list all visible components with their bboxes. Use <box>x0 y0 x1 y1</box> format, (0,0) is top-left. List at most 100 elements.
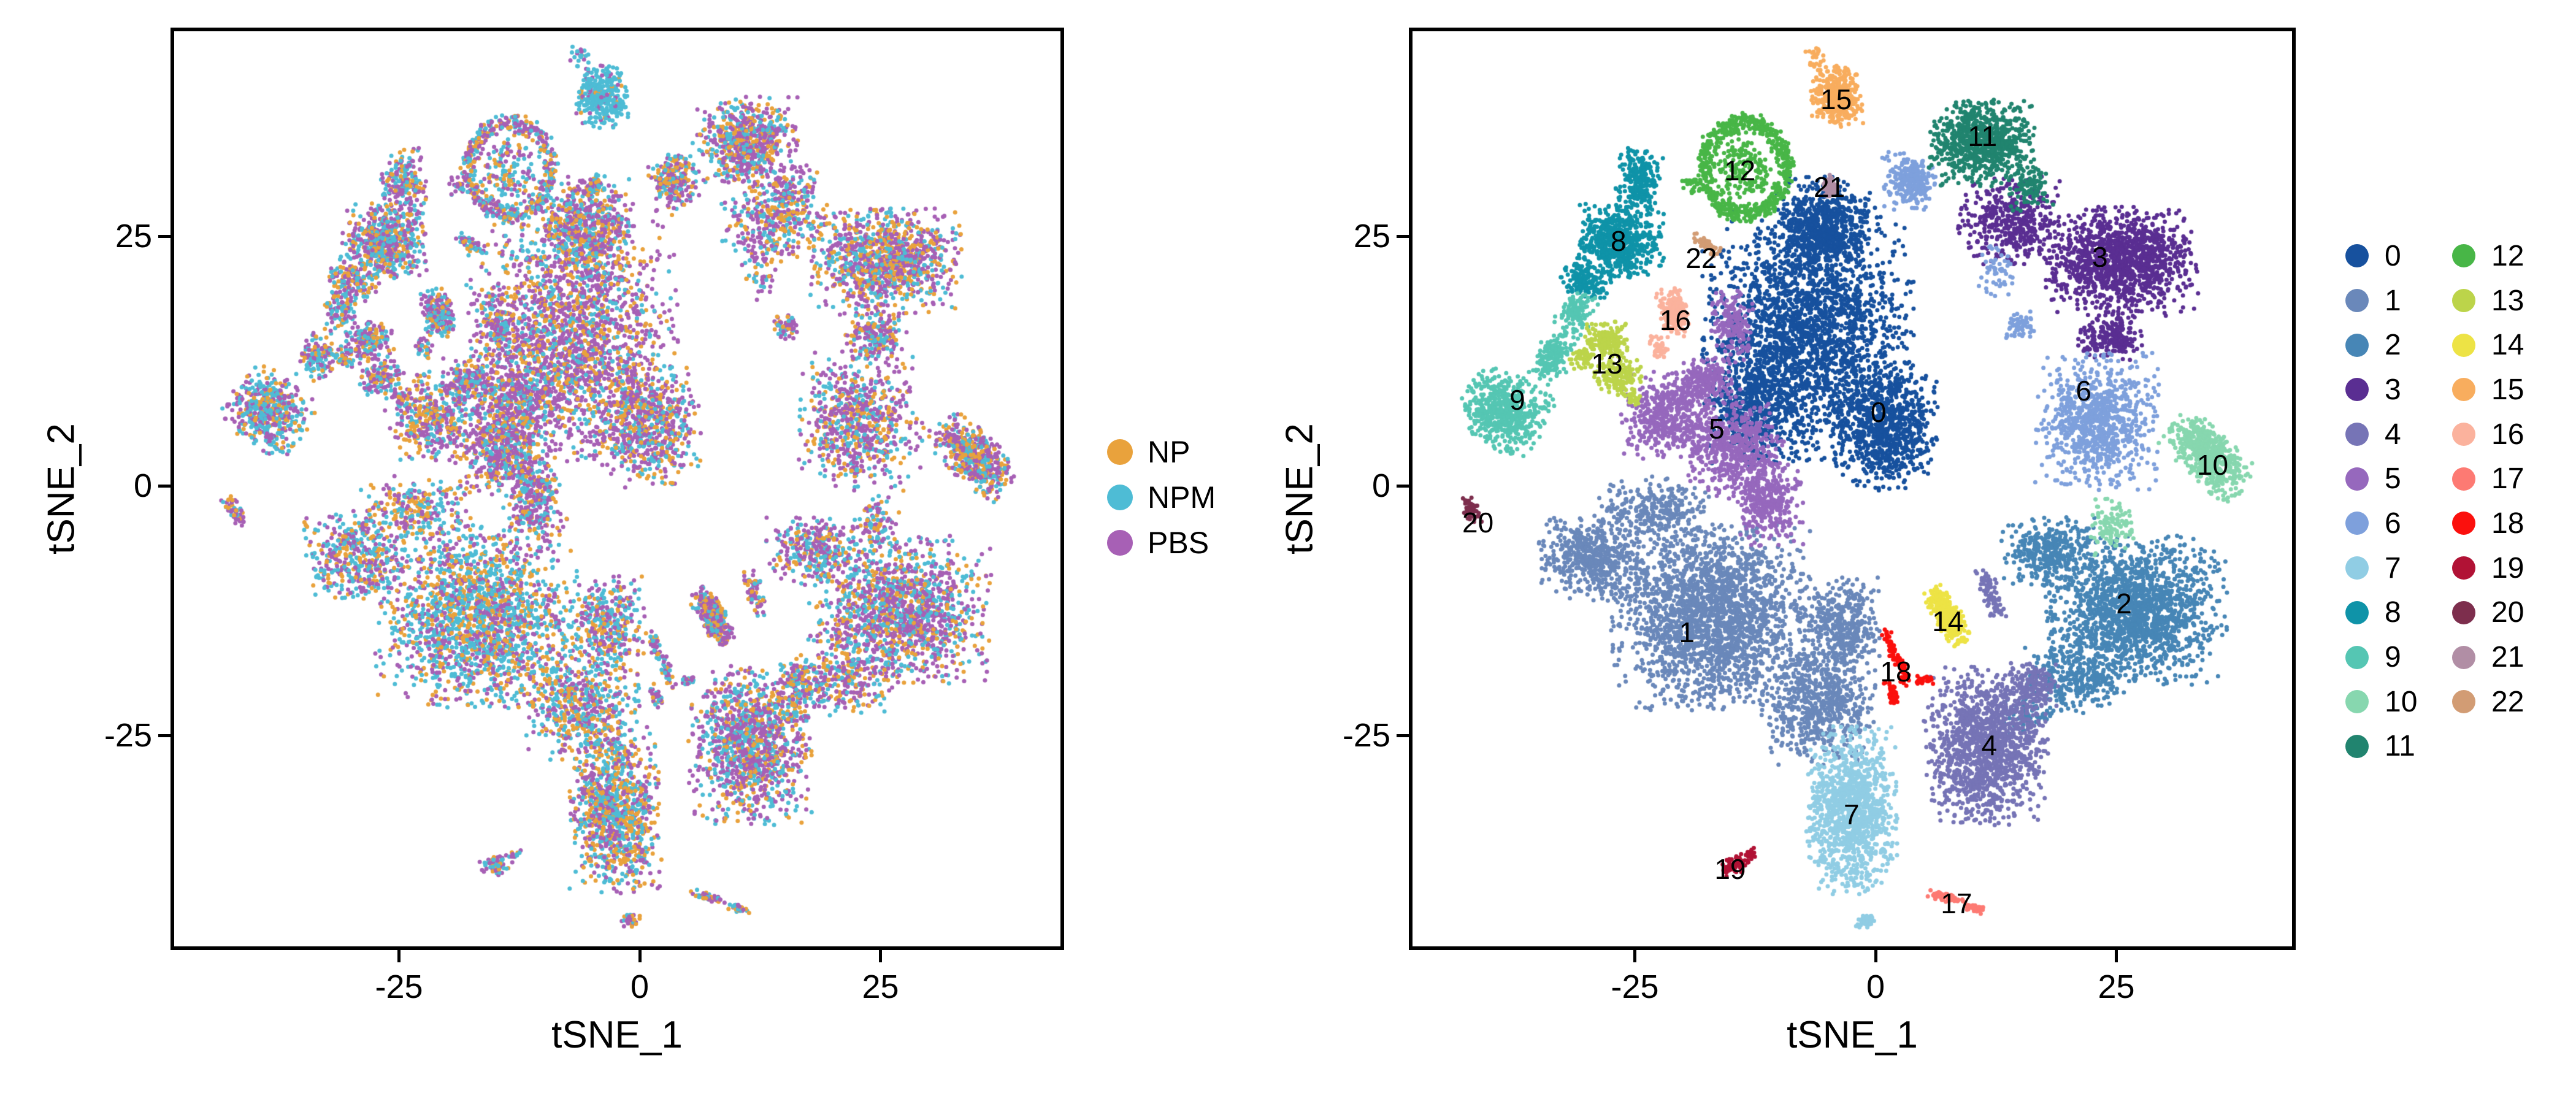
legend-label: 5 <box>2385 462 2401 496</box>
legend-color-dot-icon <box>1107 485 1133 510</box>
left-y-tick-mark <box>158 484 171 488</box>
cluster-legend-item-12: 12 <box>2452 234 2524 278</box>
right-y-tick-mark <box>1397 734 1409 737</box>
right-x-tick-label: 0 <box>1866 968 1885 1005</box>
legend-color-dot-icon <box>2345 556 2369 580</box>
cluster-label-11: 11 <box>1968 120 1998 153</box>
legend-color-dot-icon <box>1107 530 1133 556</box>
left-x-tick-mark <box>638 950 642 962</box>
legend-label: 8 <box>2385 596 2401 629</box>
cluster-label-5: 5 <box>1709 413 1725 445</box>
legend-color-dot-icon <box>2345 289 2369 313</box>
cluster-legend-item-8: 8 <box>2345 591 2417 635</box>
sample-legend-item-NPM: NPM <box>1107 475 1216 520</box>
cluster-legend-item-2: 2 <box>2345 323 2417 367</box>
cluster-label-14: 14 <box>1932 605 1964 638</box>
legend-color-dot-icon <box>2452 289 2475 313</box>
legend-color-dot-icon <box>2345 690 2369 714</box>
legend-label: 13 <box>2491 284 2524 317</box>
cluster-legend-item-20: 20 <box>2452 591 2524 635</box>
cluster-legend-item-1: 1 <box>2345 278 2417 323</box>
legend-label: 0 <box>2385 239 2401 272</box>
legend-color-dot-icon <box>2452 378 2475 402</box>
cluster-label-2: 2 <box>2116 588 2132 620</box>
cluster-legend-item-3: 3 <box>2345 367 2417 412</box>
legend-color-dot-icon <box>2345 467 2369 491</box>
legend-label: 12 <box>2491 239 2524 272</box>
legend-color-dot-icon <box>2452 556 2475 580</box>
legend-label: 3 <box>2385 373 2401 406</box>
right-x-tick-mark <box>2115 950 2118 962</box>
cluster-label-10: 10 <box>2196 448 2229 481</box>
cluster-label-0: 0 <box>1870 396 1887 428</box>
legend-label: 14 <box>2491 329 2524 362</box>
right-x-axis-title: tSNE_1 <box>1787 1014 1918 1056</box>
cluster-legend-item-0: 0 <box>2345 234 2417 278</box>
cluster-label-16: 16 <box>1659 304 1692 336</box>
cluster-label-7: 7 <box>1843 798 1860 830</box>
cluster-legend-item-21: 21 <box>2452 635 2524 680</box>
legend-label: 2 <box>2385 329 2401 362</box>
legend-color-dot-icon <box>2345 645 2369 669</box>
legend-color-dot-icon <box>2452 467 2475 491</box>
cluster-legend-item-13: 13 <box>2452 278 2524 323</box>
cluster-legend-item-10: 10 <box>2345 680 2417 724</box>
legend-color-dot-icon <box>2345 600 2369 624</box>
cluster-label-3: 3 <box>2092 241 2108 274</box>
legend-color-dot-icon <box>2452 333 2475 357</box>
left-x-axis-title: tSNE_1 <box>551 1014 683 1056</box>
left-x-tick-label: -25 <box>375 968 423 1005</box>
cluster-label-22: 22 <box>1685 242 1717 274</box>
legend-label: 11 <box>2385 730 2415 763</box>
cluster-legend-item-17: 17 <box>2452 456 2524 501</box>
legend-color-dot-icon <box>2452 645 2475 669</box>
legend-label: 10 <box>2385 685 2418 718</box>
right-y-tick-mark <box>1397 484 1409 488</box>
left-y-tick-label: -25 <box>104 717 152 754</box>
left-y-tick-mark <box>158 734 171 737</box>
cluster-legend-column-1: 0 1 2 3 4 5 6 7 8 9 10 11 <box>2345 234 2417 769</box>
legend-color-dot-icon <box>2452 423 2475 447</box>
cluster-label-17: 17 <box>1941 887 1972 919</box>
legend-color-dot-icon <box>2345 244 2369 268</box>
legend-label: 4 <box>2385 418 2401 451</box>
cluster-label-19: 19 <box>1714 853 1746 886</box>
right-x-tick-label: -25 <box>1611 968 1659 1005</box>
cluster-legend-item-19: 19 <box>2452 546 2524 591</box>
legend-color-dot-icon <box>2345 512 2369 535</box>
cluster-legend-item-9: 9 <box>2345 635 2417 680</box>
legend-color-dot-icon <box>2345 378 2369 402</box>
right-y-tick-label: 25 <box>1353 218 1390 255</box>
cluster-legend-item-18: 18 <box>2452 501 2524 546</box>
right-y-tick-label: 0 <box>1371 467 1390 504</box>
cluster-legend-item-6: 6 <box>2345 501 2417 546</box>
cluster-legend-column-2: 12 13 14 15 16 17 18 19 20 21 22 <box>2452 234 2524 724</box>
cluster-legend-item-14: 14 <box>2452 323 2524 367</box>
legend-label: 16 <box>2491 418 2524 451</box>
left-scatter-canvas <box>174 31 1060 946</box>
cluster-label-8: 8 <box>1611 225 1627 258</box>
cluster-label-6: 6 <box>2076 375 2091 407</box>
sample-legend: NP NPM PBS <box>1107 429 1216 565</box>
legend-label: 20 <box>2491 596 2524 629</box>
cluster-label-20: 20 <box>1462 507 1494 539</box>
left-x-tick-mark <box>879 950 882 962</box>
cluster-legend-item-15: 15 <box>2452 367 2524 412</box>
legend-color-dot-icon <box>2452 244 2475 268</box>
right-y-tick-label: -25 <box>1342 717 1390 754</box>
legend-label: 19 <box>2491 551 2524 585</box>
sample-legend-item-NP: NP <box>1107 429 1216 475</box>
cluster-label-12: 12 <box>1724 154 1756 186</box>
left-x-tick-mark <box>397 950 401 962</box>
cluster-legend-item-22: 22 <box>2452 680 2524 724</box>
legend-label: 1 <box>2385 284 2401 317</box>
right-x-tick-label: 25 <box>2098 968 2135 1005</box>
legend-color-dot-icon <box>2345 734 2369 758</box>
right-x-tick-mark <box>1633 950 1636 962</box>
cluster-label-13: 13 <box>1591 348 1623 380</box>
left-y-tick-label: 0 <box>133 467 152 504</box>
legend-label: 21 <box>2491 641 2524 674</box>
left-x-tick-label: 25 <box>862 968 899 1005</box>
left-y-tick-mark <box>158 234 171 238</box>
